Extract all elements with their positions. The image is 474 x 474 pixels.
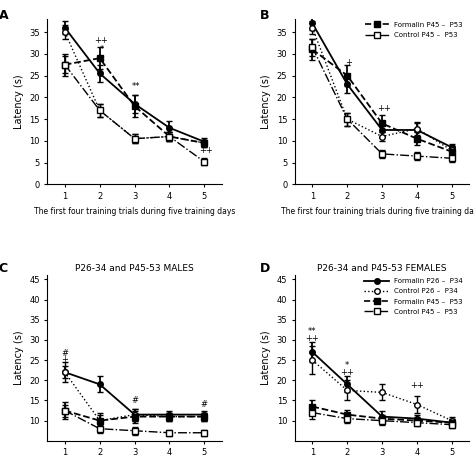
X-axis label: The first four training trials during five training days: The first four training trials during fi… <box>282 207 474 216</box>
Text: B: B <box>260 9 270 22</box>
Legend: Formalin P45 –  P53, Control P45 –  P53: Formalin P45 – P53, Control P45 – P53 <box>362 19 466 41</box>
Text: ++: ++ <box>199 146 213 155</box>
Legend: Formalin P26 –  P34, Control P26 –  P34, Formalin P45 –  P53, Control P45 –  P53: Formalin P26 – P34, Control P26 – P34, F… <box>362 275 466 318</box>
Text: D: D <box>260 262 270 275</box>
Text: ++: ++ <box>306 334 319 343</box>
Y-axis label: Latency (s): Latency (s) <box>261 74 271 129</box>
Text: **: ** <box>132 82 141 91</box>
Text: **: ** <box>308 327 317 336</box>
X-axis label: The first four training trials during five training days: The first four training trials during fi… <box>34 207 235 216</box>
Y-axis label: Latency (s): Latency (s) <box>14 331 24 385</box>
Text: #: # <box>201 400 208 409</box>
Text: ++: ++ <box>410 382 424 391</box>
Text: A: A <box>0 9 8 22</box>
Text: #: # <box>61 349 68 358</box>
Text: ++: ++ <box>377 103 391 112</box>
Title: P26-34 and P45-53 MALES: P26-34 and P45-53 MALES <box>75 264 194 273</box>
Y-axis label: Latency (s): Latency (s) <box>261 331 271 385</box>
Text: +: + <box>346 58 352 67</box>
Text: C: C <box>0 262 8 275</box>
Text: +: + <box>62 355 68 364</box>
Text: ++: ++ <box>340 368 354 377</box>
Title: P26-34 and P45-53 FEMALES: P26-34 and P45-53 FEMALES <box>318 264 447 273</box>
Y-axis label: Latency (s): Latency (s) <box>14 74 24 129</box>
Text: ++: ++ <box>95 36 109 45</box>
Text: *: * <box>345 361 349 370</box>
Text: #: # <box>131 395 138 404</box>
Text: *: * <box>100 45 103 54</box>
